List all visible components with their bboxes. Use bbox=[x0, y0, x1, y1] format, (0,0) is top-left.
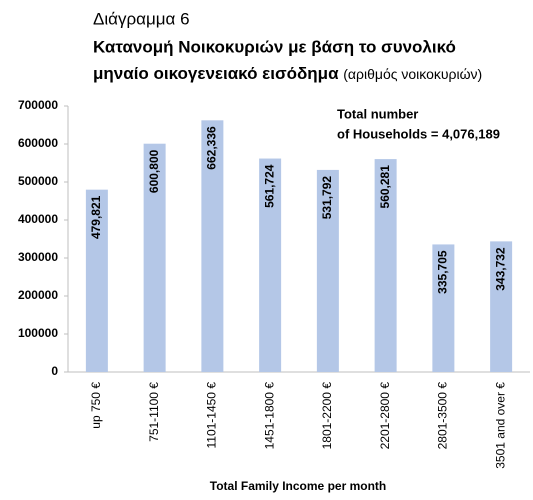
x-tick-label: 1101-1450 € bbox=[205, 382, 219, 449]
value-label: 600,800 bbox=[147, 149, 161, 193]
chart-supertitle: Διάγραμμα 6 bbox=[93, 9, 190, 28]
bar bbox=[316, 169, 339, 372]
x-tick-label: 2801-3500 € bbox=[436, 382, 450, 450]
bar bbox=[432, 244, 455, 372]
chart-title-line: μηναίο οικογενειακό εισόδημα (αριθμός νο… bbox=[93, 64, 482, 83]
x-axis-label: Total Family Income per month bbox=[210, 479, 386, 493]
y-tick-label: 100000 bbox=[18, 326, 58, 340]
value-label: 531,792 bbox=[320, 176, 334, 220]
y-tick-label: 500000 bbox=[18, 174, 58, 188]
value-label: 343,732 bbox=[493, 247, 507, 291]
bar bbox=[259, 158, 282, 372]
x-tick-label: 3501 and over € bbox=[493, 382, 507, 469]
y-tick-label: 600000 bbox=[18, 136, 58, 150]
bar bbox=[85, 189, 108, 372]
value-label: 479,821 bbox=[89, 195, 103, 239]
x-tick-label: 751-1100 € bbox=[147, 382, 161, 442]
value-label: 561,724 bbox=[262, 164, 276, 208]
annotation: of Households = 4,076,189 bbox=[337, 126, 500, 141]
y-tick-label: 0 bbox=[51, 364, 58, 378]
value-label: 335,705 bbox=[436, 250, 450, 294]
y-tick-label: 300000 bbox=[18, 250, 58, 264]
y-tick-label: 200000 bbox=[18, 288, 58, 302]
bar bbox=[490, 241, 513, 372]
bar bbox=[201, 120, 224, 372]
x-tick-label: up 750 € bbox=[89, 382, 103, 429]
chart-subtitle: (αριθμός νοικοκυριών) bbox=[343, 66, 482, 82]
value-label: 560,281 bbox=[378, 165, 392, 209]
bar bbox=[143, 143, 166, 372]
bar bbox=[374, 159, 397, 372]
x-tick-label: 2201-2800 € bbox=[378, 382, 392, 450]
value-label: 662,336 bbox=[205, 126, 219, 170]
y-tick-label: 400000 bbox=[18, 212, 58, 226]
x-tick-label: 1801-2200 € bbox=[320, 382, 334, 450]
annotation: Total number bbox=[337, 106, 418, 121]
chart-title: Κατανομή Νοικοκυριών με βάση το συνολικό bbox=[93, 37, 456, 56]
x-tick-label: 1451-1800 € bbox=[262, 382, 276, 450]
y-tick-label: 700000 bbox=[18, 98, 58, 112]
chart-title: μηναίο οικογενειακό εισόδημα bbox=[93, 64, 339, 83]
